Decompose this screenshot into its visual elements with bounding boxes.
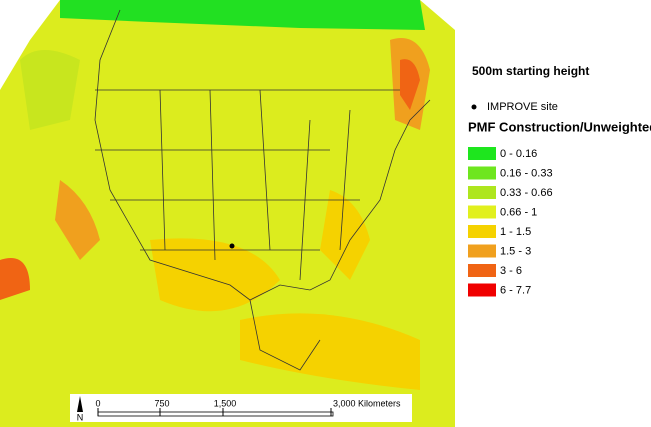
legend-swatch — [468, 283, 496, 297]
scale-label: 1,500 — [214, 398, 237, 408]
legend-label: 1 - 1.5 — [500, 226, 531, 238]
legend-swatch — [468, 186, 496, 199]
scale-label: 750 — [154, 398, 169, 408]
scale-labels: 0 750 1,500 3,000 Kilometers — [95, 398, 401, 416]
legend-swatch — [468, 147, 496, 160]
legend-label: 0.66 - 1 — [500, 206, 537, 218]
legend-label: 6 - 7.7 — [500, 284, 531, 296]
legend: 0 - 0.16 0.16 - 0.33 0.33 - 0.66 0.66 - 1 1 … — [468, 147, 553, 297]
field-patch — [55, 180, 100, 260]
field-patch — [320, 190, 370, 280]
legend-swatch — [468, 205, 496, 219]
field-patch — [20, 50, 80, 130]
field-patch — [240, 313, 420, 390]
coastline — [249, 299, 321, 371]
field-patch — [150, 238, 280, 312]
scale-label: 0 — [95, 398, 100, 408]
legend-swatch — [468, 264, 496, 277]
green-band — [60, 0, 425, 30]
north-arrow — [77, 396, 83, 412]
field-patch — [400, 59, 420, 110]
legend-label: 3 - 6 — [500, 265, 522, 277]
scale-bar — [97, 411, 334, 417]
scale-label: 3,000 Kilometers — [333, 398, 401, 408]
improve-site — [229, 243, 235, 249]
north-label: N — [77, 412, 84, 422]
coastline — [94, 9, 431, 301]
state-borders — [95, 89, 400, 281]
legend-label: 1.5 - 3 — [500, 245, 531, 257]
legend-label: 0.16 - 0.33 — [500, 167, 553, 179]
field-patch — [0, 258, 30, 300]
marker-symbol — [471, 104, 477, 110]
legend-label: 0.33 - 0.66 — [500, 187, 553, 199]
legend-swatch — [468, 225, 496, 238]
legend-swatch — [468, 166, 496, 180]
scale-box — [70, 394, 412, 422]
legend-title: PMF Construction/Unweighted — [468, 119, 651, 134]
legend-label: 0 - 0.16 — [500, 148, 537, 160]
marker-label: IMPROVE site — [487, 101, 558, 113]
map-area: N 0 750 1,500 3,000 Kilometers — [0, 0, 455, 427]
map-title: 500m starting height — [472, 64, 589, 78]
legend-swatch — [468, 244, 496, 258]
